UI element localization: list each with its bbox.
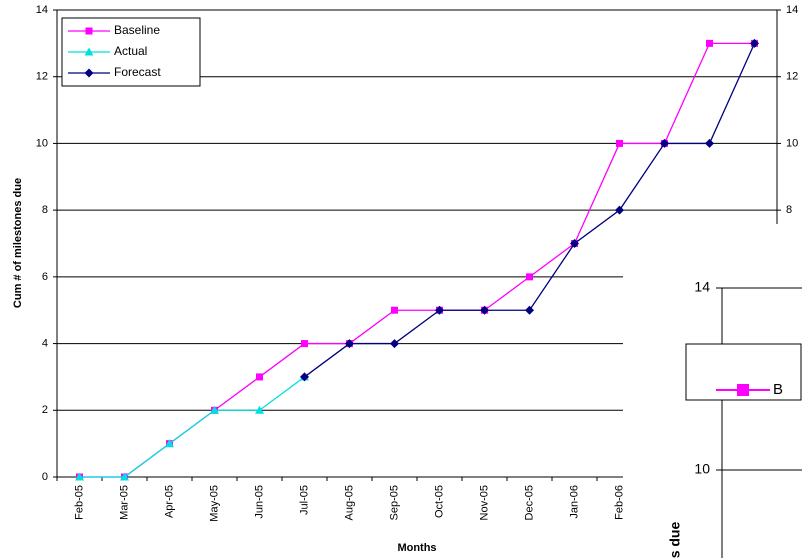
marker (390, 339, 399, 349)
marker (301, 340, 308, 348)
marker (85, 27, 93, 35)
marker (300, 372, 309, 382)
inset-tick-label: 10 (694, 461, 710, 477)
marker (84, 68, 94, 78)
marker (615, 205, 624, 215)
y2-tick-label: 10 (786, 137, 798, 149)
marker (660, 138, 669, 148)
marker (525, 305, 534, 315)
y-tick-label: 14 (36, 4, 48, 16)
x-tick-label: Nov-05 (478, 485, 490, 520)
x-tick-label: Jan-06 (568, 485, 580, 519)
x-tick-label: Jun-05 (253, 485, 265, 519)
x-tick-label: Apr-05 (163, 485, 175, 518)
x-tick-label: Jul-05 (298, 485, 310, 515)
inset-tick-label: 14 (694, 279, 710, 295)
x-tick-label: Feb-05 (73, 485, 85, 520)
x-tick-label: Mar-05 (118, 485, 130, 520)
marker (75, 472, 84, 481)
inset-legend-marker (737, 384, 749, 396)
y-axis-title: Cum # of milestones due (12, 178, 24, 308)
x-tick-label: Sep-05 (388, 485, 400, 520)
y2-tick-label: 8 (786, 204, 792, 216)
marker (345, 339, 354, 349)
legend-label: Actual (114, 44, 147, 58)
y2-tick-label: 12 (786, 71, 798, 83)
x-tick-label: Dec-05 (523, 485, 535, 520)
x-axis-title: Months (397, 542, 436, 554)
y-tick-label: 8 (42, 204, 48, 216)
legend-label: Baseline (114, 23, 160, 37)
marker (705, 138, 714, 148)
y-tick-label: 10 (36, 137, 48, 149)
marker (616, 139, 623, 147)
y-tick-label: 12 (36, 71, 48, 83)
marker (84, 47, 94, 56)
marker (256, 373, 263, 381)
legend-label: Forecast (114, 65, 161, 79)
y-tick-label: 0 (42, 471, 48, 483)
y-tick-label: 2 (42, 404, 48, 416)
x-tick-label: Aug-05 (343, 485, 355, 520)
marker (526, 273, 533, 281)
series-line (79, 376, 305, 478)
y-tick-label: 6 (42, 271, 48, 283)
marker (570, 239, 579, 248)
marker (706, 39, 713, 47)
marker (750, 38, 759, 48)
y2-tick-label: 14 (786, 4, 798, 16)
y-tick-label: 4 (42, 337, 48, 349)
marker (480, 305, 489, 315)
marker (435, 305, 444, 315)
marker (120, 472, 129, 481)
inset-legend-label: B (773, 381, 783, 398)
marker (165, 439, 174, 448)
marker (210, 405, 219, 414)
inset-axis-title: s due (667, 522, 683, 558)
x-tick-label: May-05 (208, 485, 220, 522)
x-tick-label: Feb-06 (613, 485, 625, 520)
x-tick-label: Oct-05 (433, 485, 445, 518)
marker (255, 405, 264, 414)
marker (391, 306, 398, 314)
